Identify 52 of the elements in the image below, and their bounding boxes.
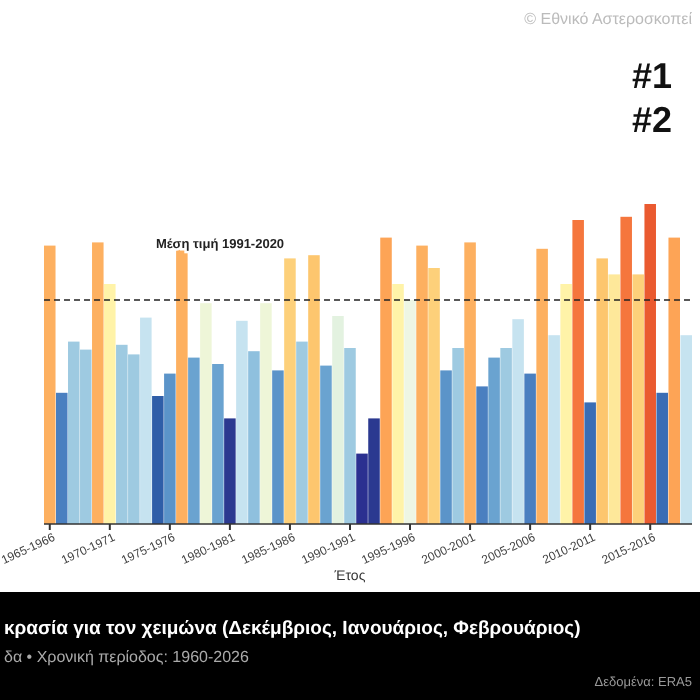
bar: [404, 300, 416, 524]
bar: [344, 348, 356, 524]
bar: [188, 357, 200, 524]
bar: [416, 245, 428, 524]
bar: [512, 319, 524, 524]
bar: [320, 365, 332, 524]
bar: [44, 245, 56, 524]
bar: [260, 303, 272, 524]
bar: [308, 255, 320, 524]
bar: [248, 351, 260, 524]
bar: [524, 373, 536, 524]
bar: [476, 386, 488, 524]
bar: [164, 373, 176, 524]
bar: [224, 418, 236, 524]
bar: [668, 237, 680, 524]
bar: [632, 274, 644, 524]
bar: [104, 284, 116, 524]
bar: [536, 248, 548, 524]
bar: [440, 370, 452, 524]
text: © Εθνικό Αστεροσκοπεί: [524, 10, 693, 28]
text: #1: [631, 56, 672, 96]
bar: [140, 317, 152, 524]
text: δα • Χρονική περίοδος: 1960-2026: [4, 648, 250, 666]
bar: [428, 268, 440, 524]
bar: [560, 284, 572, 524]
bar: [464, 242, 476, 524]
bar: [392, 284, 404, 524]
bar: [620, 216, 632, 524]
bar: [596, 258, 608, 524]
bar: [296, 341, 308, 524]
bar: [56, 392, 68, 524]
bar: [200, 303, 212, 524]
text: κρασία για τον χειμώνα (Δεκέμβριος, Ιανουάριος, Φεβρουάριος): [4, 618, 581, 640]
bar: [500, 348, 512, 524]
bar: [272, 370, 284, 524]
text: #2: [631, 100, 672, 140]
bar: [452, 348, 464, 524]
bar: [92, 242, 104, 524]
bar: [656, 392, 668, 524]
bar: [332, 316, 344, 524]
bar: [284, 258, 296, 524]
bar: [572, 220, 584, 524]
bar: [584, 402, 596, 524]
bar: [680, 335, 692, 524]
bar: [236, 320, 248, 524]
bar: [380, 237, 392, 524]
bar: [548, 335, 560, 524]
bar: [488, 357, 500, 524]
bar: [608, 274, 620, 524]
bar: [212, 364, 224, 524]
bar: [152, 396, 164, 524]
bar: [644, 204, 656, 524]
